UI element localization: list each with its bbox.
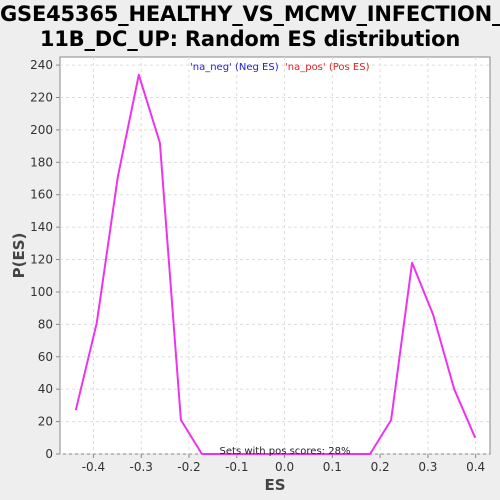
y-tick-label: 160: [30, 188, 53, 202]
legend-entry-neg: 'na_neg' (Neg ES): [190, 62, 279, 73]
y-tick-label: 180: [30, 155, 53, 169]
x-tick-label: 0.1: [323, 460, 342, 474]
series-group: [74, 73, 477, 455]
y-axis-title: P(ES): [10, 233, 28, 279]
y-tick-label: 0: [45, 447, 53, 461]
x-tick-label: 0.4: [466, 460, 485, 474]
y-tick-label: 100: [30, 285, 53, 299]
y-tick-label: 60: [38, 350, 53, 364]
y-tick-label: 240: [30, 58, 53, 72]
x-tick-label: 0.0: [275, 460, 294, 474]
y-tick-label: 200: [30, 123, 53, 137]
y-tick-label: 20: [38, 415, 53, 429]
y-tick-label: 80: [38, 317, 53, 331]
x-tick-label: -0.1: [225, 460, 248, 474]
pos-scores-annotation: Sets with pos scores: 28%: [220, 446, 351, 457]
x-tick-label: -0.3: [130, 460, 153, 474]
x-tick-label: 0.2: [371, 460, 390, 474]
x-tick-label: 0.3: [418, 460, 437, 474]
x-tick-label: -0.2: [177, 460, 200, 474]
x-tick-label: -0.4: [82, 460, 105, 474]
y-tick-label: 120: [30, 253, 53, 267]
legend: 'na_neg' (Neg ES) 'na_pos' (Pos ES): [190, 62, 370, 73]
series-line: [74, 73, 477, 455]
chart-title: GSE45365_HEALTHY_VS_MCMV_INFECTION_CD 11…: [0, 2, 500, 51]
y-tick-label: 40: [38, 382, 53, 396]
x-axis: -0.4 -0.3 -0.2 -0.1 0.0 0.1 0.2 0.3 0.4: [82, 454, 485, 474]
grid: [60, 57, 490, 455]
plot-area: [59, 56, 491, 455]
y-tick-label: 220: [30, 91, 53, 105]
legend-entry-pos: 'na_pos' (Pos ES): [285, 62, 370, 73]
x-axis-title: ES: [264, 476, 285, 494]
y-tick-label: 140: [30, 220, 53, 234]
y-axis: 0 20 40 60 80 100 120 140 160 180 200 220 240: [30, 58, 60, 461]
